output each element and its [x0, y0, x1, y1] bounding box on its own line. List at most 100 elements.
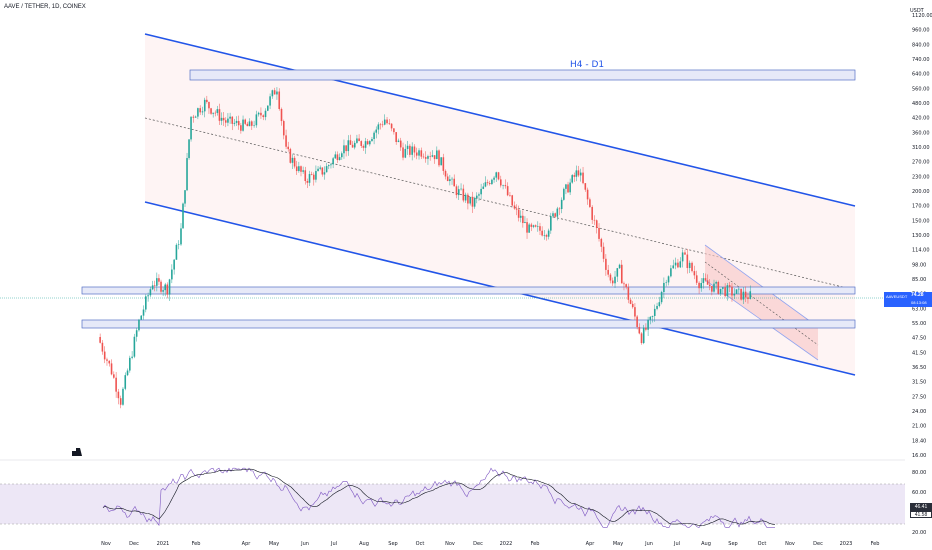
- candle: [462, 184, 465, 203]
- candle: [386, 116, 388, 125]
- time-label: Dec: [813, 541, 823, 547]
- time-label: May: [613, 541, 623, 547]
- candle: [614, 270, 616, 288]
- rsi-ma-line: [102, 468, 776, 527]
- time-label: Feb: [192, 541, 201, 547]
- candle: [108, 360, 111, 367]
- candle: [598, 223, 600, 242]
- zones: [0, 69, 884, 329]
- candle: [188, 139, 190, 160]
- candle: [208, 101, 210, 114]
- candle: [147, 292, 149, 302]
- candle: [158, 274, 160, 286]
- candle: [642, 324, 645, 345]
- big-channel-mid: [144, 117, 856, 291]
- candle: [438, 149, 440, 168]
- candle: [197, 107, 199, 120]
- symbol-title: AAVE / TETHER, 1D, COINEX: [4, 4, 86, 10]
- candle: [156, 272, 158, 292]
- candle: [192, 114, 195, 123]
- candle: [484, 176, 487, 188]
- time-label: Feb: [871, 541, 880, 547]
- candle: [731, 283, 733, 302]
- price-tick: 480.00: [912, 101, 930, 107]
- candle: [220, 112, 223, 126]
- candle: [280, 107, 283, 126]
- candle: [444, 169, 447, 180]
- candle: [605, 254, 607, 276]
- candle: [180, 223, 182, 246]
- candle: [497, 171, 500, 181]
- candle: [522, 210, 524, 228]
- candle: [602, 242, 605, 263]
- candle: [131, 351, 133, 360]
- candle: [550, 212, 552, 234]
- candle: [278, 88, 281, 111]
- candle: [231, 116, 234, 131]
- candle: [460, 183, 462, 191]
- price-tick: 16.00: [912, 453, 926, 459]
- candle: [600, 237, 603, 253]
- time-label: Nov: [445, 541, 455, 547]
- candle: [415, 147, 418, 160]
- candle: [237, 115, 240, 130]
- candle: [253, 120, 255, 128]
- candle: [475, 192, 478, 204]
- candle: [323, 166, 326, 180]
- candle: [289, 147, 292, 164]
- candle: [528, 222, 530, 233]
- candle: [206, 95, 208, 104]
- candle: [691, 261, 693, 273]
- candle: [427, 154, 429, 165]
- candle: [571, 174, 574, 184]
- time-label: 2022: [500, 541, 513, 547]
- candle: [647, 316, 649, 337]
- rsi-value-badge: 46.41: [910, 503, 932, 511]
- candle: [306, 178, 309, 189]
- candle: [151, 280, 154, 291]
- candle: [593, 215, 596, 225]
- candle: [554, 212, 556, 218]
- badge-countdown: 08:13:08: [911, 300, 927, 305]
- candle: [222, 112, 225, 126]
- candle: [539, 222, 541, 236]
- candle: [651, 315, 654, 323]
- time-label: Aug: [701, 541, 711, 547]
- candle: [418, 148, 420, 160]
- candle: [300, 165, 302, 177]
- price-tick: 560.00: [912, 86, 930, 92]
- candle: [302, 166, 304, 174]
- candle: [271, 89, 274, 99]
- candle: [184, 190, 186, 207]
- price-tick: 63.00: [912, 306, 926, 312]
- candle: [670, 265, 672, 278]
- candle: [119, 395, 122, 409]
- candle: [711, 285, 713, 296]
- candle: [153, 280, 156, 292]
- candle: [135, 327, 138, 342]
- candle: [560, 197, 563, 214]
- candle: [273, 87, 276, 95]
- candle: [563, 187, 565, 201]
- candle: [338, 153, 341, 161]
- time-label: Apr: [586, 541, 596, 547]
- candle: [515, 204, 518, 216]
- candle: [393, 127, 395, 135]
- candle: [457, 185, 460, 200]
- price-tick: 1120.00: [912, 13, 932, 19]
- time-label: 2021: [157, 541, 170, 547]
- time-label: Apr: [242, 541, 252, 547]
- candle: [495, 171, 498, 182]
- candle: [749, 285, 752, 300]
- candle: [383, 114, 386, 126]
- candle: [168, 278, 171, 301]
- candle: [388, 118, 391, 125]
- candle: [229, 112, 231, 124]
- candle: [287, 141, 290, 152]
- tradingview-logo-icon: [72, 448, 82, 456]
- candle: [442, 153, 445, 175]
- candle: [695, 270, 698, 285]
- candle: [351, 141, 354, 148]
- candle: [735, 289, 738, 295]
